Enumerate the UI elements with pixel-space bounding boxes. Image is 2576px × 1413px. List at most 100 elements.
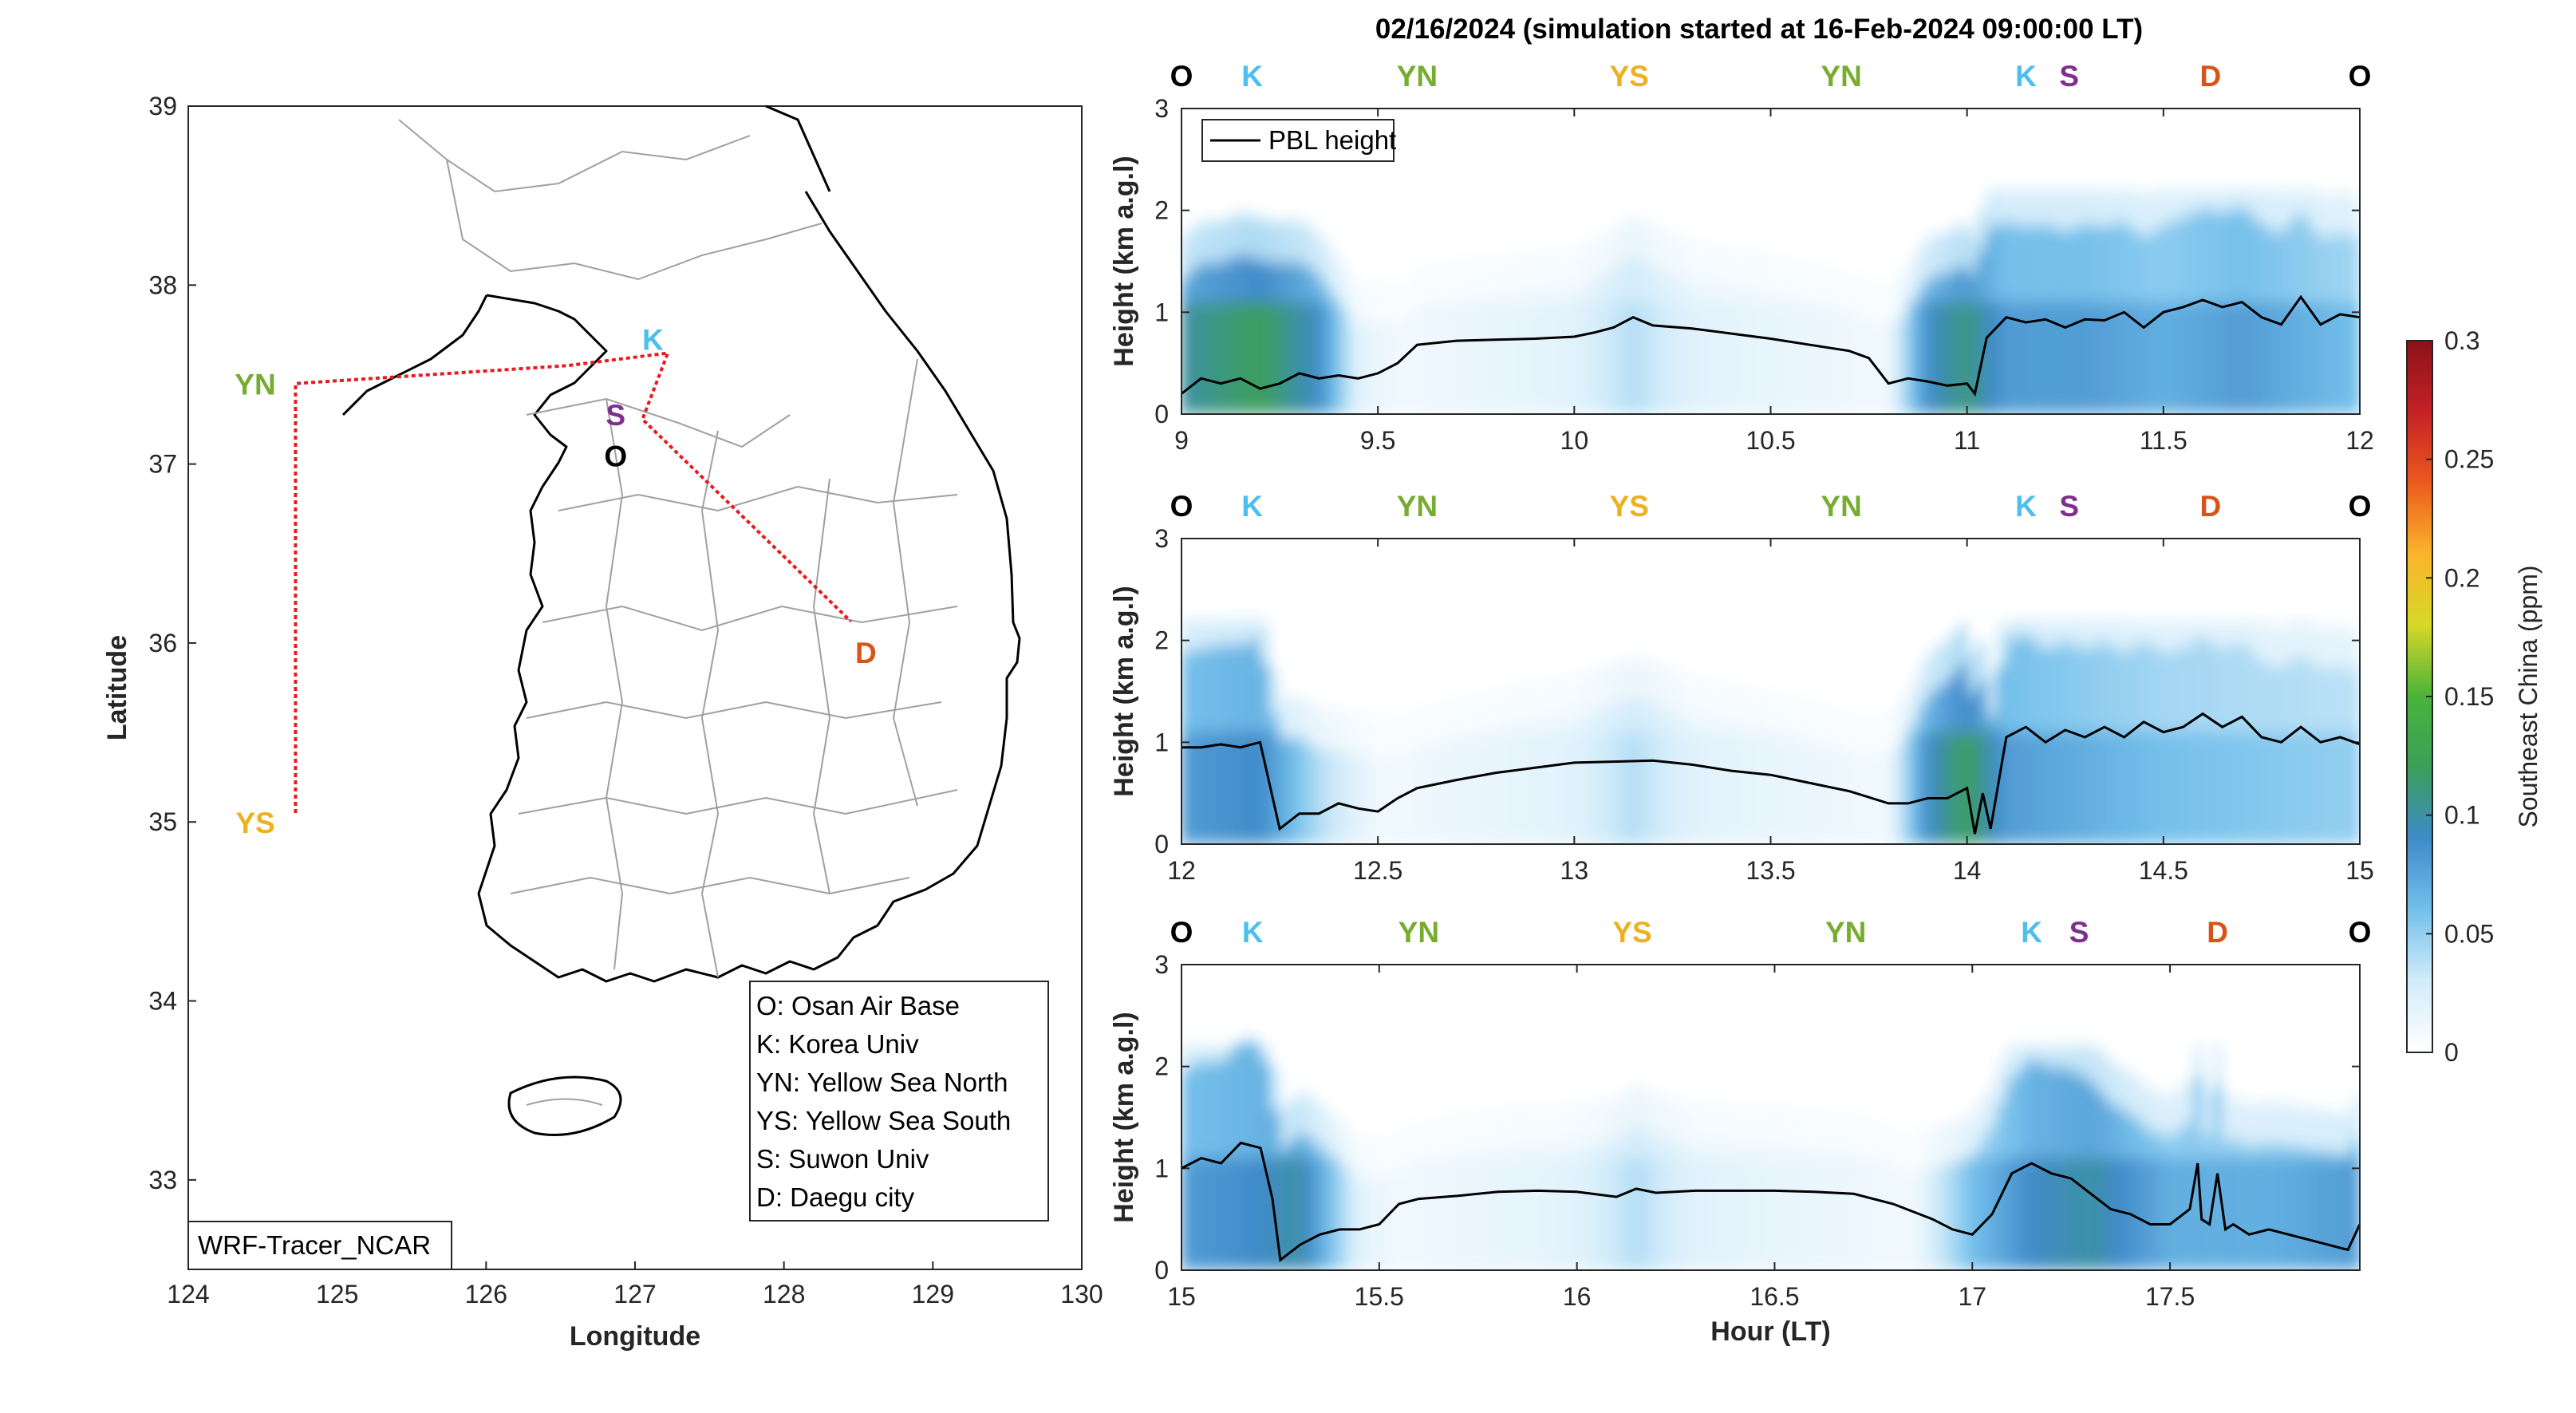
heatmap-cell [2212,732,2223,844]
heatmap-cell [1593,732,1605,844]
heatmap-cell [1535,1158,1546,1270]
heatmap-cell [2281,732,2292,844]
heatmap-cell [1544,1158,1556,1270]
heatmap-cell [1604,302,1615,414]
heatmap-cell [2026,1158,2037,1270]
x-tick-label: 9 [1174,426,1189,455]
segment-label-d: D [2200,490,2222,523]
heatmap-cell [2310,732,2322,844]
x-tick-label: 12.5 [1353,856,1402,885]
heatmap-cell [1495,302,1507,414]
heatmap-cell [1682,1158,1694,1270]
y-tick-label: 36 [148,629,177,657]
y-tick-label: 0 [1154,830,1169,858]
heatmap-cell [2045,302,2057,414]
heatmap-cell [1986,302,1998,414]
heatmap-cell [1888,752,1899,844]
heatmap-cell [1770,302,1781,414]
heatmap-cell [2290,302,2302,414]
x-tick-label: 17 [1958,1282,1986,1311]
heatmap-cell [2035,302,2047,414]
heatmap-cell [1525,302,1537,414]
heatmap-cell [1750,302,1762,414]
heatmap-cell [1230,732,1241,844]
heatmap-cell [1800,1158,1811,1270]
heatmap-cell [1888,322,1899,414]
site-legend-item: D: Daegu city [756,1182,915,1212]
x-tick-label: 15.5 [1355,1282,1404,1311]
colorbar-tick-label: 0.15 [2444,682,2494,711]
y-tick-label: 0 [1154,400,1169,428]
heatmap-cell [1240,302,1252,414]
heatmap-cell [1770,1158,1781,1270]
x-tick-label: 124 [167,1280,209,1308]
heatmap-cell [1848,1158,1860,1270]
x-tick-label: 10 [1560,426,1589,455]
heatmap-cell [2094,732,2105,844]
heatmap-cell [1456,302,1467,414]
chart-title: 02/16/2024 (simulation started at 16-Feb… [1375,14,2143,45]
heatmap-cell [2251,732,2262,844]
heatmap-cell [2163,1158,2175,1270]
heatmap-cell [2203,302,2214,414]
heatmap-cell [1260,732,1271,844]
heatmap-cell [1476,302,1487,414]
heatmap-cell [1692,732,1703,844]
heatmap-cell [1780,1158,1792,1270]
heatmap-cell [1309,1158,1320,1270]
heatmap-cell [2173,732,2184,844]
pbl-height-line [1181,294,2361,397]
heatmap-cell [1260,302,1271,414]
heatmap-cell [2271,732,2282,844]
y-tick-label: 1 [1154,298,1169,326]
heatmap-cell [1820,744,1831,844]
heatmap-cell [1652,302,1664,414]
heatmap-cell [1711,302,1722,414]
heatmap-cell [2301,302,2312,414]
heatmap-cell [2133,302,2145,414]
heatmap-cell [2301,1158,2312,1270]
segment-label-s: S [2059,60,2079,93]
heatmap-cell [1918,1170,1929,1270]
segment-label-s: S [2059,490,2079,523]
y-tick-label: 34 [148,987,177,1016]
x-tick-label: 10.5 [1746,426,1795,455]
heatmap-cell [1613,732,1624,844]
x-tick-label: 128 [763,1280,805,1308]
heatmap-cell [2301,732,2312,844]
heatmap-cell [1780,302,1792,414]
heatmap-cell [1898,1168,1909,1270]
heatmap-cell [1535,732,1546,844]
heatmap-cell [1348,322,1359,414]
site-label-s: S [606,399,625,432]
x-tick-label: 14 [1953,856,1982,885]
heatmap-cell [2085,302,2096,414]
heatmap-cell [1426,744,1438,844]
heatmap-cell [1387,1170,1398,1270]
x-tick-label: 9.5 [1360,426,1395,455]
heatmap-cell [2006,732,2018,844]
heatmap-cell [2026,302,2037,414]
heatmap-cell [1898,740,1909,844]
heatmap-cell [1839,749,1850,844]
heatmap-cell [2163,732,2175,844]
heatmap-cell [2133,732,2145,844]
province-borders [398,119,958,1106]
x-tick-label: 126 [465,1280,507,1308]
heatmap-cell [1476,732,1487,844]
heatmap-cell [1750,732,1762,844]
heatmap-cell [2231,302,2243,414]
heatmap-cell [2094,1158,2105,1270]
heatmap-cell [1731,302,1742,414]
x-tick-label: 12 [1167,856,1196,885]
coastline [341,105,1021,1136]
tracer-heatmap [1181,1041,2360,1270]
heatmap-cell [2231,1158,2243,1270]
map-tag-box: WRF-Tracer_NCAR [187,1221,452,1270]
heatmap-cell [1800,302,1811,414]
heatmap-cell [1848,752,1860,844]
x-tick-label: 13 [1560,856,1589,885]
heatmap-cell [2330,732,2341,844]
